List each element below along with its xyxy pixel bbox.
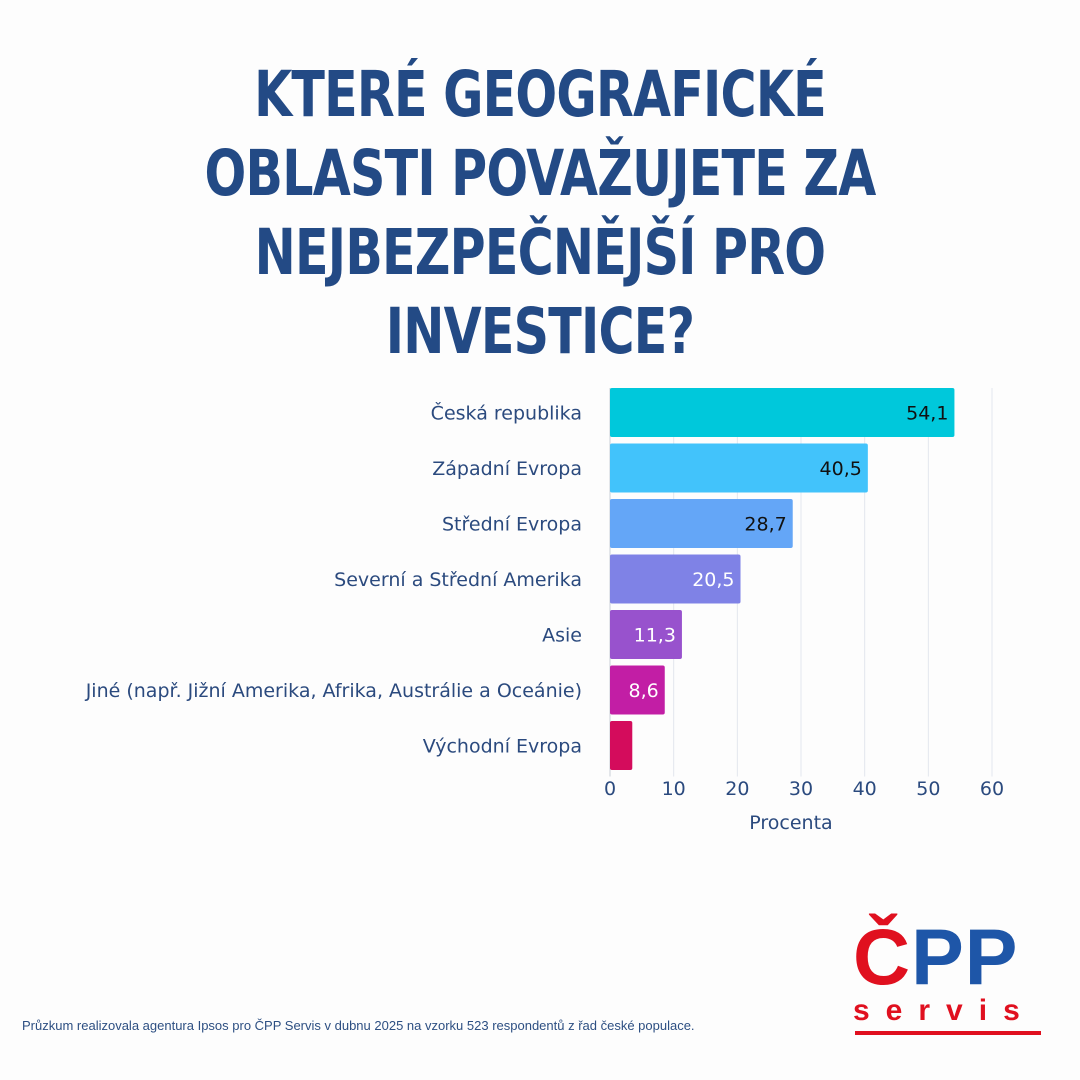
category-label: Západní Evropa — [432, 458, 582, 480]
category-label: Severní a Střední Amerika — [334, 569, 582, 591]
bar — [610, 443, 868, 493]
cpp-servis-logo: ČPP servis — [853, 912, 1043, 1037]
category-label: Česká republika — [431, 401, 582, 425]
logo-wordmark: ČPP — [853, 912, 1019, 1001]
category-label: Jiné (např. Jižní Amerika, Afrika, Austr… — [85, 680, 582, 702]
logo-subtitle: servis — [853, 994, 1036, 1027]
logo-underline — [855, 1031, 1041, 1035]
data-label: 28,7 — [744, 514, 786, 536]
data-label: 20,5 — [692, 569, 734, 591]
bar — [610, 721, 633, 770]
x-tick-label: 40 — [853, 778, 877, 800]
data-label: 8,6 — [629, 680, 659, 702]
bar — [610, 388, 955, 437]
data-label: 54,1 — [906, 403, 948, 425]
chart-title: KTERÉ GEOGRAFICKÉ OBLASTI POVAŽUJETE ZA … — [204, 58, 877, 368]
data-label: 11,3 — [634, 625, 676, 647]
bar — [610, 610, 682, 659]
x-tick-label: 50 — [916, 778, 940, 800]
bar — [610, 554, 741, 604]
bar — [610, 499, 793, 548]
survey-footnote: Průzkum realizovala agentura Ipsos pro Č… — [22, 1018, 695, 1033]
x-tick-label: 60 — [980, 778, 1004, 800]
category-label: Střední Evropa — [442, 514, 582, 536]
x-tick-label: 10 — [662, 778, 686, 800]
x-tick-label: 20 — [725, 778, 749, 800]
category-label: Asie — [542, 625, 582, 647]
bar — [610, 665, 665, 715]
x-tick-label: 0 — [604, 778, 616, 800]
x-axis-title: Procenta — [749, 812, 832, 834]
category-label: Východní Evropa — [423, 736, 582, 758]
x-tick-label: 30 — [789, 778, 813, 800]
data-label: 40,5 — [820, 458, 862, 480]
